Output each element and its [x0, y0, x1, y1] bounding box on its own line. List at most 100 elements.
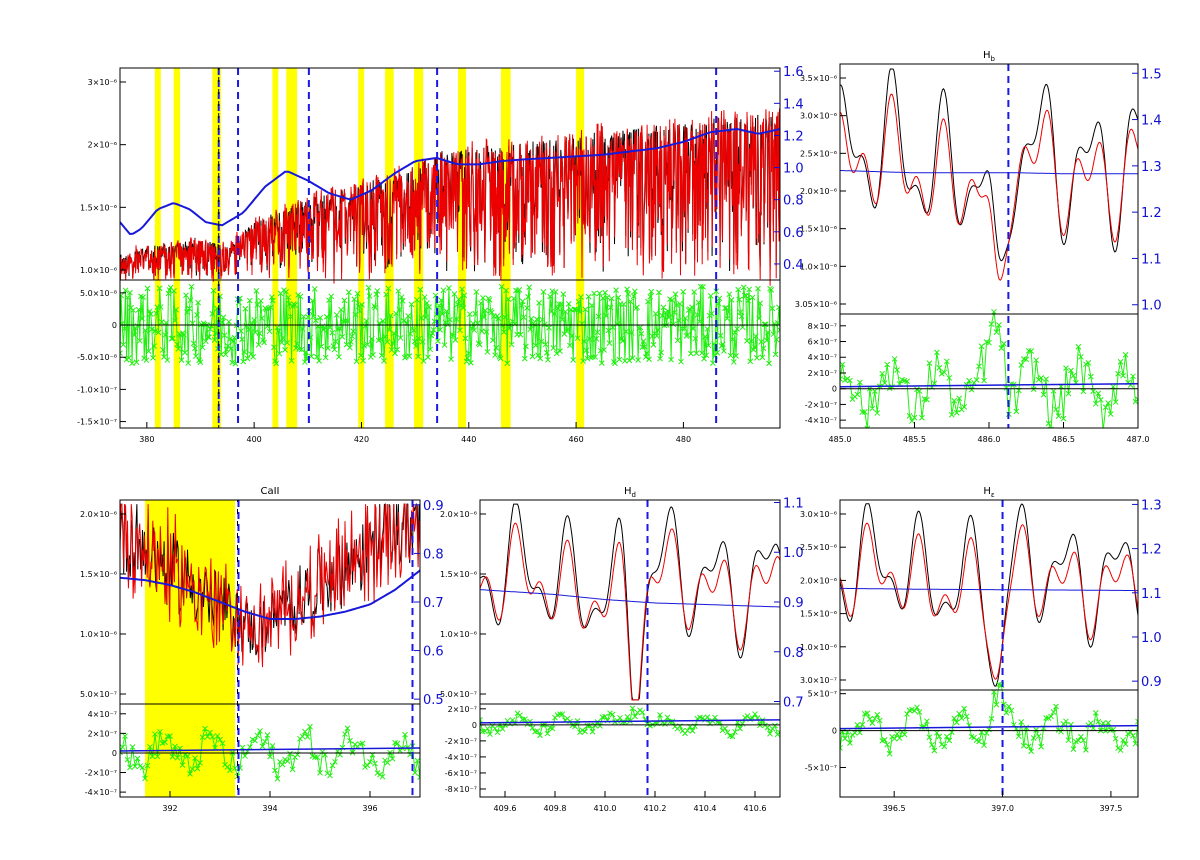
residual-y-tick-label: 8×10⁻⁷ [808, 322, 837, 331]
right-y-tick-label: 1.2 [1141, 543, 1162, 558]
model-spectrum-line [120, 503, 420, 668]
x-tick-label: 396 [362, 804, 377, 813]
y-tick-label: 2.5×10⁻⁶ [800, 149, 837, 158]
residual-y-tick-label: -5.0×10⁻⁸ [77, 353, 117, 362]
highlight-band [576, 68, 585, 428]
highlight-band [458, 68, 467, 428]
y-tick-label: 2.0×10⁻⁶ [440, 510, 477, 519]
y-tick-label: 2.0×10⁻⁶ [80, 510, 117, 519]
smooth-normalization-line [840, 170, 1138, 175]
y-tick-label: 3.0×10⁻⁶ [800, 510, 837, 519]
x-tick-label: 485.5 [903, 435, 926, 444]
residual-y-tick-label: 0 [832, 385, 837, 394]
y-tick-label: 1.5×10⁻⁶ [800, 610, 837, 619]
right-y-tick-label: 1.1 [1141, 587, 1162, 602]
panel-full-spectrum: 380 400 420 440 460 480 1.0×10⁻⁶ 1.5×10⁻⁶ 2×10⁻⁶… [77, 65, 804, 444]
y-tick-label: 1.0×10⁻⁶ [440, 630, 477, 639]
x-tick-label: 486.5 [1052, 435, 1075, 444]
x-tick-label: 410.2 [644, 804, 667, 813]
right-y-tick-label: 0.6 [423, 645, 444, 660]
panel-title: Hb [983, 50, 996, 63]
residual-trend-line [480, 719, 780, 724]
right-y-tick-label: 1.5 [1141, 67, 1162, 82]
residual-y-tick-label: 0 [472, 721, 477, 730]
right-y-tick-label: 1.2 [783, 129, 804, 144]
top-axes-frame [839, 63, 1139, 315]
residual-markers [120, 723, 420, 782]
x-tick-label: 480 [676, 435, 691, 444]
residual-y-tick-label: -1.0×10⁻⁷ [77, 385, 117, 394]
plot-area [120, 500, 420, 797]
highlight-band [212, 68, 221, 428]
right-y-tick-label: 1.6 [783, 65, 804, 80]
right-y-tick-label: 1.4 [1141, 114, 1162, 129]
right-y-tick-label: 1.3 [1141, 160, 1162, 175]
panel-ca-ii: 392 394 396 5.0×10⁻⁷ 1.0×10⁻⁶ 1.5×10⁻⁶ 2.0×10⁻… [80, 486, 444, 813]
right-y-tick-label: 1.2 [1141, 206, 1162, 221]
y-tick-label: 2.0×10⁻⁶ [800, 187, 837, 196]
residual-markers [840, 308, 1138, 428]
residual-axes-frame [119, 279, 781, 429]
x-tick-label: 410.6 [744, 804, 767, 813]
model-spectrum-line [840, 522, 1138, 680]
y-tick-label: 2.0×10⁻⁶ [800, 576, 837, 585]
x-tick-label: 410.4 [694, 804, 717, 813]
highlight-band [358, 68, 365, 428]
x-tick-label: 380 [139, 435, 154, 444]
y-tick-label: 2.5×10⁻⁶ [800, 543, 837, 552]
residual-trend-line [840, 382, 1138, 388]
right-y-tick-label: 1.0 [1141, 299, 1162, 314]
y-tick-label: 1.5×10⁻⁶ [80, 203, 117, 212]
highlight-band [286, 68, 298, 428]
right-y-tick-label: 0.7 [783, 696, 804, 711]
panel-h-delta: 409.6 409.8 410.0 410.2 410.4 410.6 5.0×10⁻⁷ 1.… [440, 486, 804, 813]
y-tick-label: 3.5×10⁻⁶ [800, 74, 837, 83]
y-tick-label: 2×10⁻⁶ [88, 141, 117, 150]
residual-y-tick-label: -5×10⁻⁷ [805, 763, 837, 772]
residual-y-tick-label: 2×10⁻⁷ [88, 729, 117, 738]
residual-markers [120, 283, 780, 367]
y-tick-label: 5.0×10⁻⁷ [80, 690, 117, 699]
residual-y-tick-label: 0 [112, 321, 117, 330]
residual-y-tick-label: -1.5×10⁻⁷ [77, 418, 117, 427]
plot-area [480, 500, 780, 797]
residual-y-tick-label: 4×10⁻⁷ [808, 353, 837, 362]
x-tick-label: 410.0 [594, 804, 617, 813]
x-tick-label: 485.0 [829, 435, 852, 444]
y-tick-label: 5.0×10⁻⁷ [440, 690, 477, 699]
right-y-tick-label: 1.0 [1141, 631, 1162, 646]
residual-trend-line [840, 724, 1138, 730]
y-tick-label: 3.0×10⁻⁷ [800, 676, 837, 685]
residual-y-tick-label: 2×10⁻⁷ [448, 705, 477, 714]
residual-y-tick-label: 5×10⁻⁷ [808, 690, 837, 699]
panel-title: CaII [260, 486, 279, 497]
residual-y-tick-label: 2×10⁻⁷ [808, 369, 837, 378]
right-y-tick-label: 0.4 [783, 258, 804, 273]
model-spectrum-line [840, 93, 1138, 281]
x-tick-label: 420 [354, 435, 369, 444]
y-tick-label: 1.0×10⁻⁶ [80, 266, 117, 275]
plot-area [120, 68, 780, 428]
y-tick-label: 1.5×10⁻⁶ [80, 570, 117, 579]
panel-title: Hd [624, 486, 636, 499]
right-y-tick-label: 0.9 [423, 499, 444, 514]
x-tick-label: 396.5 [883, 804, 906, 813]
x-tick-label: 487.0 [1127, 435, 1150, 444]
residual-y-tick-label: -4×10⁻⁷ [805, 416, 837, 425]
right-y-tick-label: 1.1 [783, 496, 804, 511]
right-y-tick-label: 1.4 [783, 97, 804, 112]
y-tick-label: 3×10⁻⁶ [88, 78, 117, 87]
observed-spectrum-line [840, 68, 1138, 262]
right-y-tick-label: 0.9 [783, 596, 804, 611]
right-y-tick-label: 0.5 [423, 693, 444, 708]
residual-y-tick-label: -2×10⁻⁷ [85, 769, 117, 778]
y-tick-label: 1.0×10⁻⁶ [800, 643, 837, 652]
y-tick-label: 1.0×10⁻⁶ [800, 262, 837, 271]
residual-y-tick-label: 5.0×10⁻⁸ [80, 289, 117, 298]
panel-title-subscript: d [632, 491, 636, 499]
x-tick-label: 397.0 [991, 804, 1014, 813]
residual-y-tick-label: -4×10⁻⁷ [85, 788, 117, 797]
y-tick-label: 1.5×10⁻⁶ [440, 570, 477, 579]
x-tick-label: 397.5 [1099, 804, 1122, 813]
